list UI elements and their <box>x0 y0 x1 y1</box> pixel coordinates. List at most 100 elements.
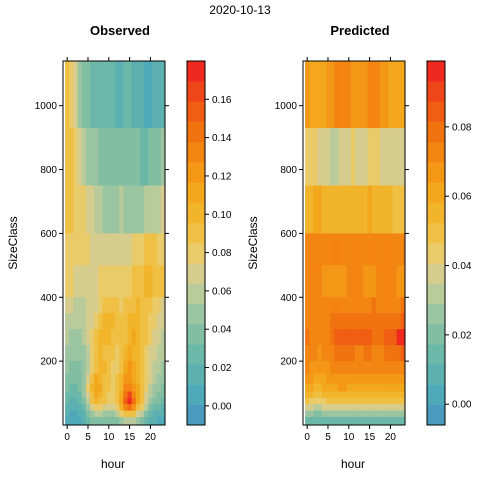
predicted-colorbar-swatch <box>427 404 445 426</box>
observed-cell <box>69 265 74 298</box>
observed-cell <box>85 61 91 129</box>
observed-cell <box>77 185 83 234</box>
predicted-cell <box>317 185 323 234</box>
observed-cell <box>73 410 78 418</box>
observed-cell <box>135 361 141 375</box>
predicted-colorbar-swatch <box>427 121 445 143</box>
predicted-y-axis-label: SizeClass <box>246 216 260 269</box>
predicted-cell <box>400 391 406 399</box>
predicted-cell <box>321 313 327 330</box>
predicted-cell <box>317 297 323 314</box>
observed-cell <box>144 391 149 399</box>
observed-cell <box>106 313 112 330</box>
observed-cell <box>98 297 103 314</box>
predicted-cell <box>321 404 327 411</box>
observed-plot-frame <box>62 60 166 426</box>
predicted-cell <box>350 404 356 411</box>
predicted-cell <box>325 297 331 314</box>
observed-cell <box>102 297 108 314</box>
observed-cell <box>140 185 145 234</box>
predicted-cell <box>367 61 373 129</box>
predicted-cell <box>321 61 327 129</box>
predicted-cell <box>359 297 364 314</box>
predicted-cell <box>384 329 389 346</box>
observed-cell <box>152 345 158 362</box>
predicted-cell <box>346 265 352 298</box>
observed-cell <box>85 128 91 186</box>
predicted-cell <box>350 128 356 186</box>
observed-cell <box>85 345 91 362</box>
observed-cell <box>102 345 108 362</box>
predicted-cell <box>346 391 352 399</box>
predicted-cell <box>346 297 352 314</box>
predicted-cell <box>342 345 348 362</box>
observed-title: Observed <box>90 23 150 38</box>
predicted-cell <box>350 329 356 346</box>
predicted-x-ticks: 0 5 10 15 20 <box>304 57 396 443</box>
observed-cell <box>127 383 133 392</box>
predicted-cell <box>371 329 377 346</box>
observed-cell <box>152 265 158 298</box>
predicted-cell <box>388 61 393 129</box>
predicted-cell <box>330 329 335 346</box>
predicted-cell <box>363 265 368 298</box>
observed-x-tick-label: 20 <box>145 432 157 443</box>
observed-cell <box>90 297 95 314</box>
predicted-cell <box>355 329 360 346</box>
predicted-cell <box>313 233 318 266</box>
predicted-cell <box>392 404 398 411</box>
predicted-cell <box>346 404 352 411</box>
observed-cell <box>131 329 137 346</box>
predicted-cell <box>309 391 314 399</box>
predicted-cell <box>359 361 364 375</box>
observed-cell <box>135 417 141 426</box>
predicted-cell <box>342 297 348 314</box>
predicted-cell <box>317 128 323 186</box>
predicted-cell <box>317 404 323 411</box>
observed-y-tick-label: 200 <box>40 357 57 368</box>
observed-cell <box>69 345 74 362</box>
predicted-cell <box>321 185 327 234</box>
observed-cell <box>156 361 162 375</box>
observed-cell <box>131 185 137 234</box>
observed-cell <box>85 185 91 234</box>
observed-x-tick-label: 10 <box>103 432 115 443</box>
observed-cell <box>110 410 116 418</box>
predicted-cell <box>342 404 348 411</box>
observed-colorbar-swatch <box>187 182 205 203</box>
observed-cell <box>106 233 112 266</box>
observed-cell <box>77 404 83 411</box>
observed-cell <box>65 313 70 330</box>
predicted-cell <box>363 329 368 346</box>
predicted-cell <box>330 361 335 375</box>
observed-cell <box>110 391 116 399</box>
predicted-cell <box>367 361 373 375</box>
predicted-cell <box>367 397 373 405</box>
predicted-cell <box>392 410 398 418</box>
predicted-cell <box>400 383 406 392</box>
predicted-cell <box>388 383 393 392</box>
observed-cell <box>115 397 120 405</box>
predicted-cell <box>400 185 406 234</box>
observed-cell <box>106 391 112 399</box>
predicted-cell <box>309 233 314 266</box>
predicted-colorbar-swatch <box>427 283 445 304</box>
predicted-cell <box>375 128 381 186</box>
observed-cell <box>131 128 137 186</box>
predicted-x-axis-label: hour <box>341 457 365 471</box>
observed-cell <box>123 383 128 392</box>
observed-cell <box>119 361 124 375</box>
observed-cell <box>73 361 78 375</box>
predicted-cell <box>375 297 381 314</box>
predicted-cell <box>375 61 381 129</box>
predicted-cell <box>325 391 331 399</box>
predicted-cell <box>317 361 323 375</box>
predicted-cell <box>338 61 343 129</box>
observed-y-axis-label: SizeClass <box>6 216 20 269</box>
predicted-x-tick-label: 10 <box>343 432 355 443</box>
observed-cell <box>90 397 95 405</box>
observed-x-ticks: 0 5 10 15 20 <box>64 57 156 443</box>
predicted-plot-frame <box>302 60 406 426</box>
predicted-cell <box>330 185 335 234</box>
predicted-cell <box>325 61 331 129</box>
